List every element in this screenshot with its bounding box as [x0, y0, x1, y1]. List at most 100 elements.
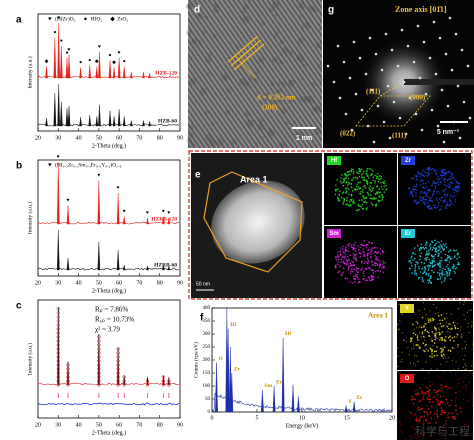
- hrtem-noise: [258, 118, 263, 124]
- hrtem-noise: [318, 29, 321, 32]
- map-dot: [348, 182, 351, 185]
- map-dot: [370, 190, 373, 193]
- map-dot: [411, 272, 413, 274]
- map-dot: [372, 264, 375, 266]
- x-axis-label: 2-Theta (deg.): [92, 287, 126, 294]
- map-dot: [416, 336, 419, 339]
- map-dot: [372, 176, 375, 178]
- map-dot: [413, 404, 415, 406]
- map-dot: [438, 262, 441, 265]
- map-dot: [362, 248, 365, 251]
- map-dot: [412, 402, 415, 405]
- map-dot: [356, 188, 359, 190]
- map-dot: [374, 270, 376, 273]
- map-dot: [400, 361, 402, 363]
- map-dot: [427, 167, 429, 170]
- map-dot: [443, 338, 446, 341]
- spectrum-peak: [260, 389, 264, 413]
- map-dot: [451, 257, 453, 260]
- map-dot: [425, 361, 427, 363]
- map-dot: [427, 413, 429, 416]
- map-dot: [356, 171, 358, 173]
- map-dot: [396, 419, 398, 422]
- map-dot: [347, 171, 349, 173]
- hrtem-noise: [305, 21, 310, 26]
- map-dot: [457, 261, 460, 264]
- x-tick-label: 60: [116, 422, 122, 428]
- map-dot: [409, 362, 412, 364]
- map-dot: [460, 333, 463, 335]
- map-dot: [414, 263, 417, 266]
- map-dot: [341, 248, 344, 251]
- map-dot: [422, 246, 425, 249]
- map-dot: [439, 400, 442, 403]
- peak: [45, 118, 48, 127]
- map-dot: [354, 241, 357, 244]
- map-dot: [412, 362, 415, 365]
- map-dot: [434, 170, 436, 172]
- map-dot: [381, 251, 384, 253]
- map-dot: [431, 261, 434, 264]
- map-dot: [344, 277, 347, 280]
- map-dot: [349, 262, 352, 264]
- map-dot: [417, 388, 419, 390]
- spectrum-peak: [230, 372, 234, 413]
- map-dot: [432, 319, 434, 322]
- fit-statistic: R꜀ₚ = 10.73%: [95, 316, 134, 324]
- map-dot: [428, 196, 431, 198]
- map-dot: [366, 262, 369, 265]
- peak-marker: ♥: [57, 16, 60, 21]
- map-dot: [417, 201, 419, 204]
- map-dot: [360, 174, 363, 176]
- map-dot: [459, 301, 461, 304]
- map-dot: [357, 186, 360, 188]
- map-dot: [447, 336, 450, 339]
- peak: [97, 241, 101, 271]
- map-dot: [456, 333, 458, 335]
- map-dot: [448, 186, 450, 188]
- map-dot: [339, 265, 341, 268]
- map-dot: [442, 189, 444, 192]
- map-dot: [370, 256, 372, 258]
- map-dot: [442, 243, 445, 246]
- map-dot: [437, 315, 440, 317]
- map-dot: [360, 206, 362, 208]
- map-dot: [347, 181, 350, 184]
- map-dot: [413, 273, 416, 275]
- map-dot: [363, 277, 365, 280]
- map-dot: [445, 246, 448, 248]
- peak-marker: ♥: [162, 210, 165, 215]
- series-label: HZB-120: [155, 70, 177, 76]
- map-dot: [366, 254, 369, 256]
- map-dot: [436, 241, 439, 243]
- map-dot: [340, 261, 342, 263]
- map-dot: [444, 180, 446, 183]
- map-dot: [420, 368, 422, 370]
- map-dot: [448, 392, 450, 395]
- map-dot: [358, 208, 360, 211]
- map-dot: [438, 430, 440, 432]
- map-dot: [420, 336, 422, 338]
- map-dot: [413, 414, 416, 416]
- map-dot: [413, 185, 415, 188]
- map-dot: [375, 197, 377, 200]
- hrtem-noise: [257, 13, 261, 16]
- map-dot: [346, 259, 349, 262]
- map-dot: [425, 313, 427, 316]
- map-dot: [342, 267, 345, 270]
- x-axis-label: Energy (keV): [286, 422, 319, 429]
- map-dot: [362, 272, 365, 274]
- hrtem-noise: [212, 33, 217, 39]
- peak: [116, 249, 120, 271]
- map-dot: [440, 351, 442, 354]
- map-dot: [444, 199, 446, 201]
- map-dot: [455, 397, 457, 399]
- map-dot: [347, 184, 349, 186]
- hrtem-noise: [299, 95, 307, 103]
- map-dot: [338, 199, 341, 202]
- map-dot: [439, 248, 441, 250]
- diffraction-spot: [390, 48, 394, 52]
- peak: [95, 116, 99, 127]
- map-dot: [465, 368, 467, 370]
